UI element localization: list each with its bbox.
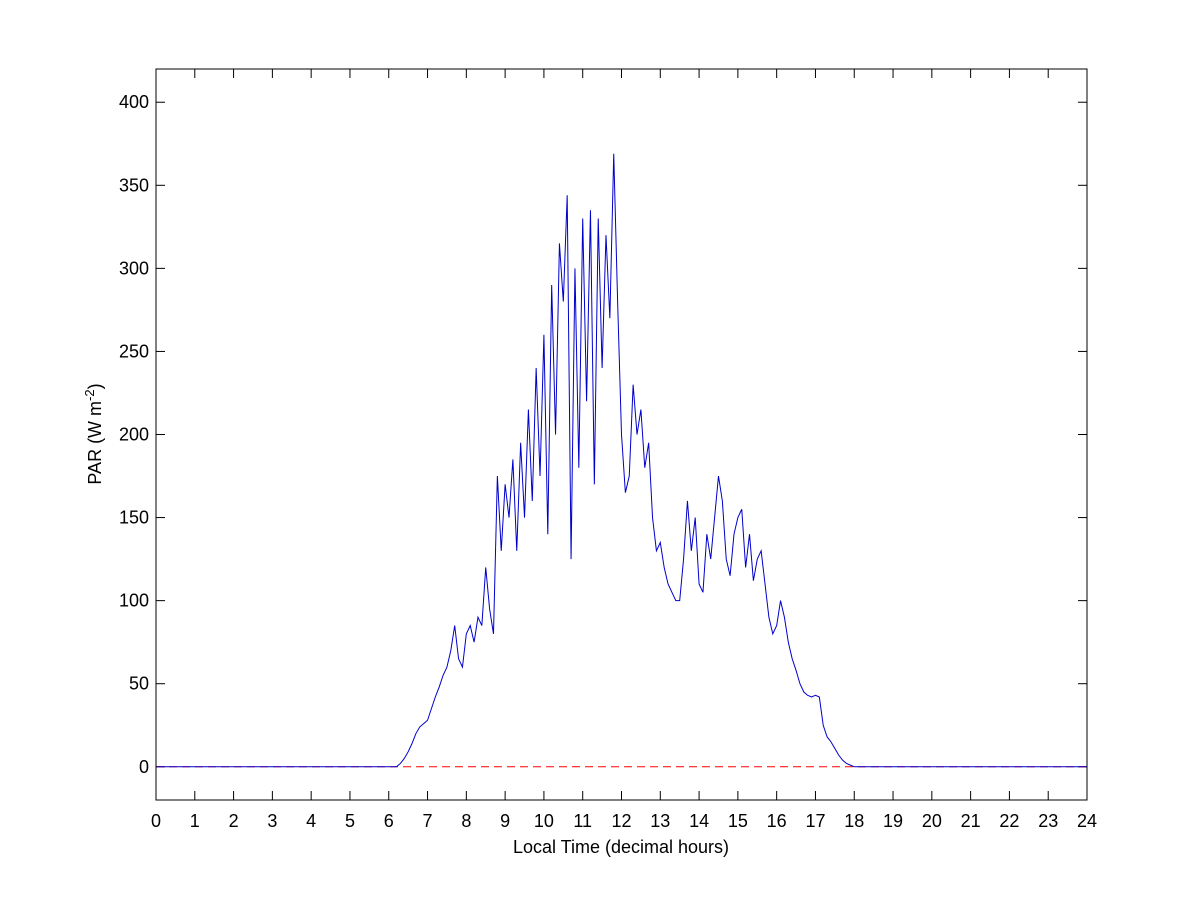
x-tick-label: 19	[883, 811, 903, 831]
x-tick-label: 4	[306, 811, 316, 831]
y-axis-label-main: PAR (W m	[85, 401, 105, 485]
x-tick-label: 5	[345, 811, 355, 831]
x-tick-label: 3	[267, 811, 277, 831]
x-tick-label: 1	[190, 811, 200, 831]
x-tick-label: 7	[423, 811, 433, 831]
x-tick-label: 24	[1077, 811, 1097, 831]
y-axis-label-sup: -2	[82, 389, 97, 401]
x-tick-label: 20	[922, 811, 942, 831]
x-tick-label: 6	[384, 811, 394, 831]
x-tick-label: 10	[534, 811, 554, 831]
y-tick-label: 350	[119, 175, 149, 195]
y-tick-label: 250	[119, 341, 149, 361]
x-axis-label: Local Time (decimal hours)	[513, 837, 729, 857]
x-tick-label: 22	[999, 811, 1019, 831]
y-tick-label: 200	[119, 425, 149, 445]
x-tick-label: 17	[805, 811, 825, 831]
x-tick-label: 2	[229, 811, 239, 831]
x-tick-label: 14	[689, 811, 709, 831]
x-tick-label: 11	[573, 811, 592, 831]
y-tick-label: 150	[119, 508, 149, 528]
data-line	[156, 153, 1087, 768]
x-tick-label: 21	[961, 811, 981, 831]
x-tick-label: 12	[611, 811, 631, 831]
y-tick-label: 50	[129, 674, 149, 694]
x-tick-label: 16	[767, 811, 787, 831]
plot-area: 0 1 2 3 4 5 6 7 8 9 10 11 12 13 14 15 16 17 18 19 20 21 22 23 24…	[119, 68, 1097, 831]
y-axis-label: PAR (W m-2)	[82, 383, 105, 484]
x-tick-label: 18	[844, 811, 864, 831]
x-tick-label: 15	[728, 811, 748, 831]
y-tick-label: 0	[139, 757, 149, 777]
x-tick-label: 8	[461, 811, 471, 831]
y-tick-label: 400	[119, 92, 149, 112]
y-tick-label: 300	[119, 258, 149, 278]
x-tick-label: 9	[500, 811, 510, 831]
axes-box	[155, 68, 1088, 801]
x-tick-label: 23	[1038, 811, 1058, 831]
x-tick-label: 0	[151, 811, 161, 831]
x-tick-label: 13	[650, 811, 670, 831]
y-axis-label-end: )	[85, 383, 105, 389]
y-tick-label: 100	[119, 591, 149, 611]
